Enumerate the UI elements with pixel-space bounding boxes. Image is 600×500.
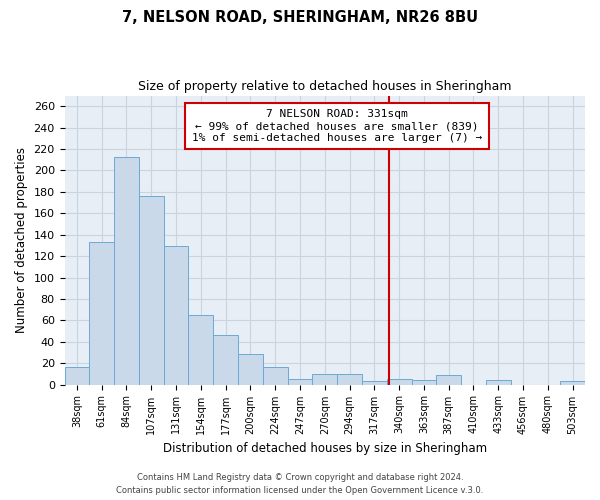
Bar bbox=[560, 382, 585, 384]
Text: 7, NELSON ROAD, SHERINGHAM, NR26 8BU: 7, NELSON ROAD, SHERINGHAM, NR26 8BU bbox=[122, 10, 478, 25]
Bar bbox=[164, 246, 188, 384]
Bar bbox=[65, 368, 89, 384]
Bar bbox=[362, 382, 387, 384]
X-axis label: Distribution of detached houses by size in Sheringham: Distribution of detached houses by size … bbox=[163, 442, 487, 455]
Bar bbox=[213, 336, 238, 384]
Bar bbox=[387, 379, 412, 384]
Bar bbox=[486, 380, 511, 384]
Bar bbox=[238, 354, 263, 384]
Bar bbox=[313, 374, 337, 384]
Bar bbox=[337, 374, 362, 384]
Bar bbox=[436, 375, 461, 384]
Title: Size of property relative to detached houses in Sheringham: Size of property relative to detached ho… bbox=[138, 80, 512, 93]
Bar bbox=[139, 196, 164, 384]
Bar bbox=[188, 315, 213, 384]
Text: 7 NELSON ROAD: 331sqm
← 99% of detached houses are smaller (839)
1% of semi-deta: 7 NELSON ROAD: 331sqm ← 99% of detached … bbox=[192, 110, 482, 142]
Bar bbox=[89, 242, 114, 384]
Bar bbox=[263, 368, 287, 384]
Text: Contains HM Land Registry data © Crown copyright and database right 2024.
Contai: Contains HM Land Registry data © Crown c… bbox=[116, 474, 484, 495]
Bar bbox=[412, 380, 436, 384]
Bar bbox=[287, 379, 313, 384]
Bar bbox=[114, 156, 139, 384]
Y-axis label: Number of detached properties: Number of detached properties bbox=[15, 147, 28, 333]
